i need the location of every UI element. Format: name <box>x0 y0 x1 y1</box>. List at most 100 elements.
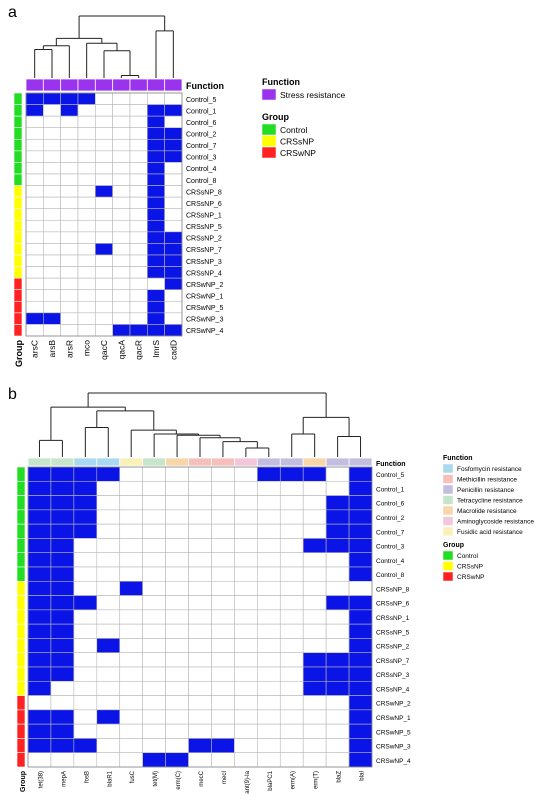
function-bar-cell <box>73 457 98 467</box>
heatmap-cell <box>60 266 79 279</box>
heatmap-cell <box>325 623 350 639</box>
heatmap-cell <box>147 173 165 186</box>
function-bar-cell <box>165 457 189 467</box>
heatmap-cell <box>25 185 44 198</box>
heatmap-cell <box>95 289 113 302</box>
heatmap-cell <box>147 208 165 221</box>
heatmap-cell <box>96 466 121 482</box>
heatmap-cell <box>96 595 121 611</box>
heatmap-cell <box>27 538 52 554</box>
legend-item-label: CRSsNP <box>457 564 483 571</box>
heatmap-cell <box>119 623 143 639</box>
heatmap-cell <box>142 552 166 568</box>
heatmap-cell <box>188 666 212 682</box>
heatmap-cell <box>25 173 44 186</box>
group-bar-cell <box>13 162 23 175</box>
row-label: CRSwNP_4 <box>186 328 223 335</box>
heatmap-cell <box>348 538 373 554</box>
heatmap-cell <box>257 495 281 511</box>
heatmap-cell <box>129 243 148 256</box>
heatmap-cell <box>142 609 166 625</box>
heatmap-cell <box>96 609 121 625</box>
heatmap-cell <box>77 127 96 140</box>
row-label: Control_7 <box>376 529 405 536</box>
row-label: CRSsNP_8 <box>376 586 410 593</box>
row-label: Control_1 <box>376 486 405 493</box>
heatmap-cell <box>96 680 121 696</box>
heatmap-cell <box>325 552 350 568</box>
heatmap-cell <box>257 652 281 668</box>
heatmap-cell <box>234 695 258 711</box>
heatmap-cell <box>302 695 327 711</box>
heatmap-cell <box>95 92 113 105</box>
heatmap-cell <box>147 150 165 163</box>
row-label: Control_3 <box>376 544 405 551</box>
heatmap-cell <box>302 509 327 525</box>
heatmap-cell <box>50 709 75 725</box>
legend-swatch <box>442 526 454 537</box>
group-bar-cell <box>16 695 26 711</box>
row-label: Control_1 <box>186 108 216 115</box>
heatmap-cell <box>95 324 113 337</box>
heatmap-cell <box>164 127 183 140</box>
legend-swatch <box>442 474 454 484</box>
heatmap-cell <box>77 243 96 256</box>
heatmap-cell <box>129 162 148 175</box>
heatmap-cell <box>165 666 189 682</box>
heatmap-cell <box>95 162 113 175</box>
legend-swatch <box>261 135 277 147</box>
row-label: Control_6 <box>186 120 216 127</box>
group-bar-cell <box>13 196 23 210</box>
heatmap-cell <box>164 243 183 256</box>
function-bar-cell <box>94 78 114 92</box>
heatmap-cell <box>234 623 258 639</box>
heatmap-cell <box>234 495 258 511</box>
heatmap-cell <box>325 609 350 625</box>
heatmap-cell <box>348 709 373 725</box>
heatmap-cell <box>119 709 143 725</box>
heatmap-cell <box>211 609 235 625</box>
heatmap-cell <box>27 680 52 696</box>
heatmap-cell <box>60 115 79 129</box>
heatmap-cell <box>325 709 350 725</box>
legend-item-label: Penicillin resistance <box>457 487 514 494</box>
heatmap-cell <box>142 652 166 668</box>
heatmap-cell <box>50 695 75 711</box>
heatmap-cell <box>165 523 189 539</box>
heatmap-cell <box>142 738 166 754</box>
heatmap-cell <box>164 173 183 186</box>
heatmap-cell <box>96 495 121 511</box>
heatmap-cell <box>96 723 121 739</box>
heatmap-cell <box>211 509 235 525</box>
heatmap-cell <box>73 509 98 525</box>
heatmap-cell <box>279 552 304 568</box>
row-label: CRSwNP_1 <box>376 715 411 722</box>
heatmap-cell <box>164 231 183 244</box>
heatmap-cell <box>325 538 350 554</box>
heatmap-cell <box>325 652 350 668</box>
heatmap-cell <box>112 300 131 314</box>
heatmap-cell <box>77 162 96 175</box>
group-bar-cell <box>13 127 23 140</box>
group-bar-label: Group <box>14 340 24 367</box>
heatmap-cell <box>27 495 52 511</box>
heatmap-cell <box>147 92 165 105</box>
heatmap-cell <box>60 219 79 233</box>
heatmap-cell <box>60 312 79 325</box>
heatmap-cell <box>60 289 79 302</box>
heatmap-cell <box>348 666 373 682</box>
heatmap-cell <box>129 92 148 105</box>
heatmap-cell <box>50 466 75 482</box>
heatmap-cell <box>129 300 148 314</box>
heatmap-cell <box>77 173 96 186</box>
group-bar-cell <box>16 495 26 511</box>
heatmap-cell <box>129 138 148 152</box>
heatmap-cell <box>25 324 44 337</box>
heatmap-cell <box>234 538 258 554</box>
heatmap-cell <box>147 231 165 244</box>
row-label: Control_4 <box>186 166 216 173</box>
heatmap-cell <box>25 150 44 163</box>
heatmap-cell <box>77 312 96 325</box>
heatmap-cell <box>119 509 143 525</box>
heatmap-cell <box>147 104 165 117</box>
